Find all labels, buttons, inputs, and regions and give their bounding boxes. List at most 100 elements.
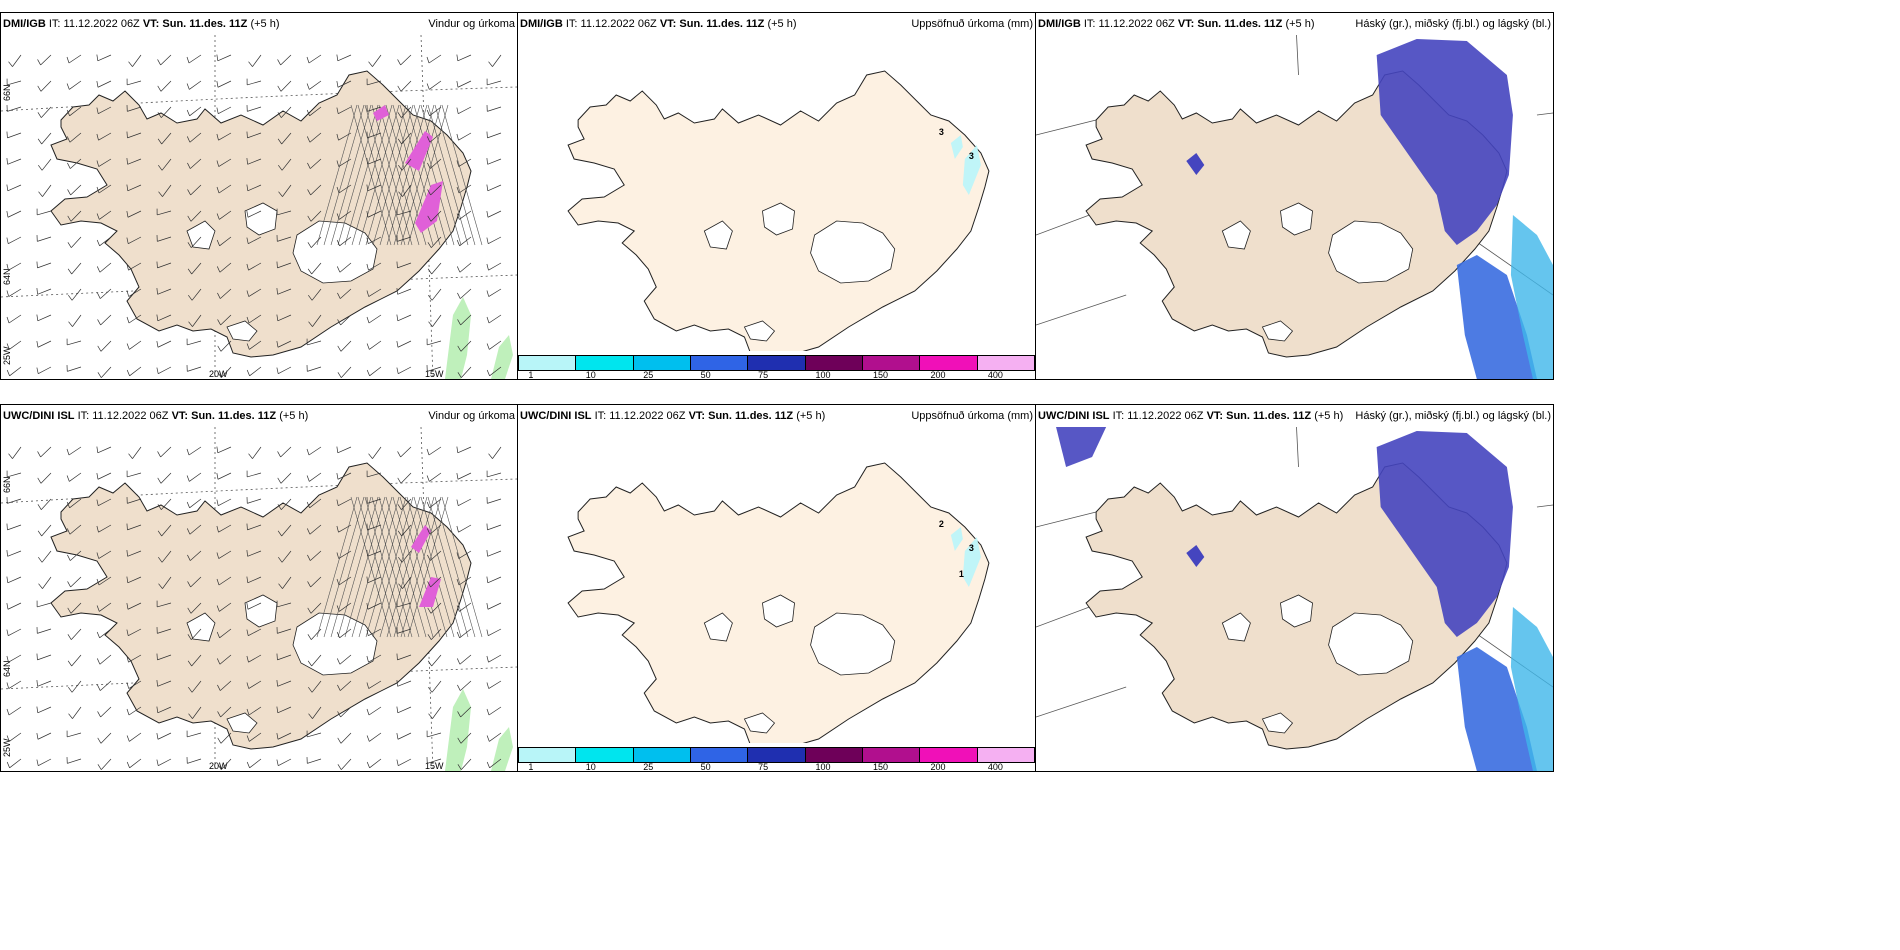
panel-cloud-uwc: UWC/DINI ISL IT: 11.12.2022 06Z VT: Sun.…	[1035, 404, 1554, 772]
colorbar-swatch	[519, 356, 577, 370]
product-title: Vindur og úrkoma	[428, 18, 515, 30]
valid-time: Sun. 11.des. 11Z	[162, 18, 248, 30]
colorbar-tick: 10	[585, 370, 596, 380]
colorbar-tick: 400	[987, 370, 1003, 380]
valid-time: Sun. 11.des. 11Z	[708, 410, 794, 422]
panel-header: UWC/DINI ISL IT: 11.12.2022 06Z VT: Sun.…	[1, 405, 517, 427]
init-label: IT:	[77, 410, 90, 422]
panel-accum-uwc: UWC/DINI ISL IT: 11.12.2022 06Z VT: Sun.…	[517, 404, 1036, 772]
lead-time: (+5 h)	[250, 18, 280, 30]
product-title: Uppsöfnuð úrkoma (mm)	[911, 18, 1033, 30]
valid-label: VT:	[1177, 18, 1195, 30]
glacier-4	[226, 712, 258, 734]
colorbar-tick: 1	[528, 370, 534, 380]
colorbar-swatch	[805, 356, 863, 370]
lat-64-label: 64N	[2, 660, 12, 677]
lat-64-label: 64N	[2, 268, 12, 285]
init-time: 11.12.2022 06Z	[1127, 410, 1204, 422]
init-time: 11.12.2022 06Z	[92, 410, 169, 422]
colorbar-swatch	[862, 748, 921, 762]
lat-66-label: 66N	[2, 84, 12, 101]
run-info: DMI/IGB IT: 11.12.2022 06Z VT: Sun. 11.d…	[1038, 13, 1315, 35]
init-time: 11.12.2022 06Z	[580, 18, 657, 30]
colorbar-swatch	[633, 356, 691, 370]
valid-time: Sun. 11.des. 11Z	[191, 410, 277, 422]
map-area: 66N 64N 25W 20W 15W	[1, 35, 517, 379]
valid-time: Sun. 11.des. 11Z	[679, 18, 765, 30]
run-info: DMI/IGB IT: 11.12.2022 06Z VT: Sun. 11.d…	[520, 13, 797, 35]
cloud-cover	[1186, 39, 1553, 379]
iceland-landmass	[567, 462, 990, 750]
lead-time: (+5 h)	[767, 18, 797, 30]
glacier-4	[743, 712, 776, 734]
valid-label: VT:	[659, 18, 677, 30]
colorbar-swatch	[748, 356, 806, 370]
glacier-4	[226, 320, 258, 342]
precip-pink-area	[373, 105, 443, 233]
iceland-landmass	[50, 70, 472, 358]
colorbar-tick: 1	[528, 762, 534, 772]
glacier-4	[743, 320, 776, 342]
panel-wind-uwc: UWC/DINI ISL IT: 11.12.2022 06Z VT: Sun.…	[0, 404, 518, 772]
iceland-landmass	[567, 70, 990, 358]
valid-time: Sun. 11.des. 11Z	[1226, 410, 1312, 422]
colorbar-swatch	[576, 356, 634, 370]
init-time: 11.12.2022 06Z	[63, 18, 140, 30]
lon-15-label: 15W	[425, 761, 444, 771]
colorbar-swatch	[920, 748, 978, 762]
glacier-1	[1328, 220, 1414, 284]
valid-label: VT:	[142, 18, 160, 30]
colorbar-tick: 10	[585, 762, 596, 772]
colorbar-tick: 25	[643, 370, 654, 380]
glacier-4	[1261, 320, 1294, 342]
panel-header: DMI/IGB IT: 11.12.2022 06Z VT: Sun. 11.d…	[1036, 13, 1553, 35]
panel-header: DMI/IGB IT: 11.12.2022 06Z VT: Sun. 11.d…	[518, 13, 1035, 35]
glacier-3	[703, 220, 733, 250]
panel-header: UWC/DINI ISL IT: 11.12.2022 06Z VT: Sun.…	[1036, 405, 1553, 427]
colorbar-tick: 400	[987, 762, 1003, 772]
init-label: IT:	[565, 18, 578, 30]
lon-25-label: 25W	[2, 346, 12, 365]
init-time: 11.12.2022 06Z	[609, 410, 686, 422]
fir-lines	[1036, 427, 1553, 718]
colorbar-tick: 25	[643, 762, 654, 772]
run-info: UWC/DINI ISL IT: 11.12.2022 06Z VT: Sun.…	[520, 405, 825, 427]
colorbar-swatch	[690, 748, 749, 762]
glacier-1	[1328, 612, 1414, 676]
model-name: UWC/DINI ISL	[520, 410, 592, 422]
colorbar-swatch	[519, 748, 577, 762]
colorbar-swatch	[633, 748, 691, 762]
panel-header: UWC/DINI ISL IT: 11.12.2022 06Z VT: Sun.…	[518, 405, 1035, 427]
run-info: UWC/DINI ISL IT: 11.12.2022 06Z VT: Sun.…	[3, 405, 308, 427]
colorbar-swatch	[690, 356, 749, 370]
init-label: IT:	[1112, 410, 1125, 422]
map-area	[1036, 427, 1553, 771]
colorbar-swatch	[977, 748, 1034, 762]
glacier-1	[810, 220, 896, 284]
glacier-1	[292, 220, 378, 284]
colorbar-tick: 75	[758, 762, 769, 772]
glacier-3	[186, 612, 216, 642]
panel-wind-dmi: DMI/IGB IT: 11.12.2022 06Z VT: Sun. 11.d…	[0, 12, 518, 380]
map-area	[1036, 35, 1553, 379]
hatched-precip	[316, 496, 483, 638]
precip-accum-area	[950, 527, 981, 587]
lead-time: (+5 h)	[1314, 410, 1344, 422]
colorbar-tick: 200	[930, 762, 946, 772]
glacier-4	[1261, 712, 1294, 734]
product-title: Uppsöfnuð úrkoma (mm)	[911, 410, 1033, 422]
init-label: IT:	[1083, 18, 1096, 30]
lon-25-label: 25W	[2, 738, 12, 757]
wind-barbs	[6, 54, 502, 378]
iceland-landmass	[50, 462, 472, 750]
valid-label: VT:	[688, 410, 706, 422]
colorbar-swatch	[977, 356, 1034, 370]
product-title: Vindur og úrkoma	[428, 410, 515, 422]
accum-label: 1	[959, 569, 964, 579]
accum-label: 2	[939, 519, 944, 529]
model-name: UWC/DINI ISL	[1038, 410, 1110, 422]
glacier-3	[186, 220, 216, 250]
valid-label: VT:	[171, 410, 189, 422]
glacier-2	[1280, 594, 1313, 628]
